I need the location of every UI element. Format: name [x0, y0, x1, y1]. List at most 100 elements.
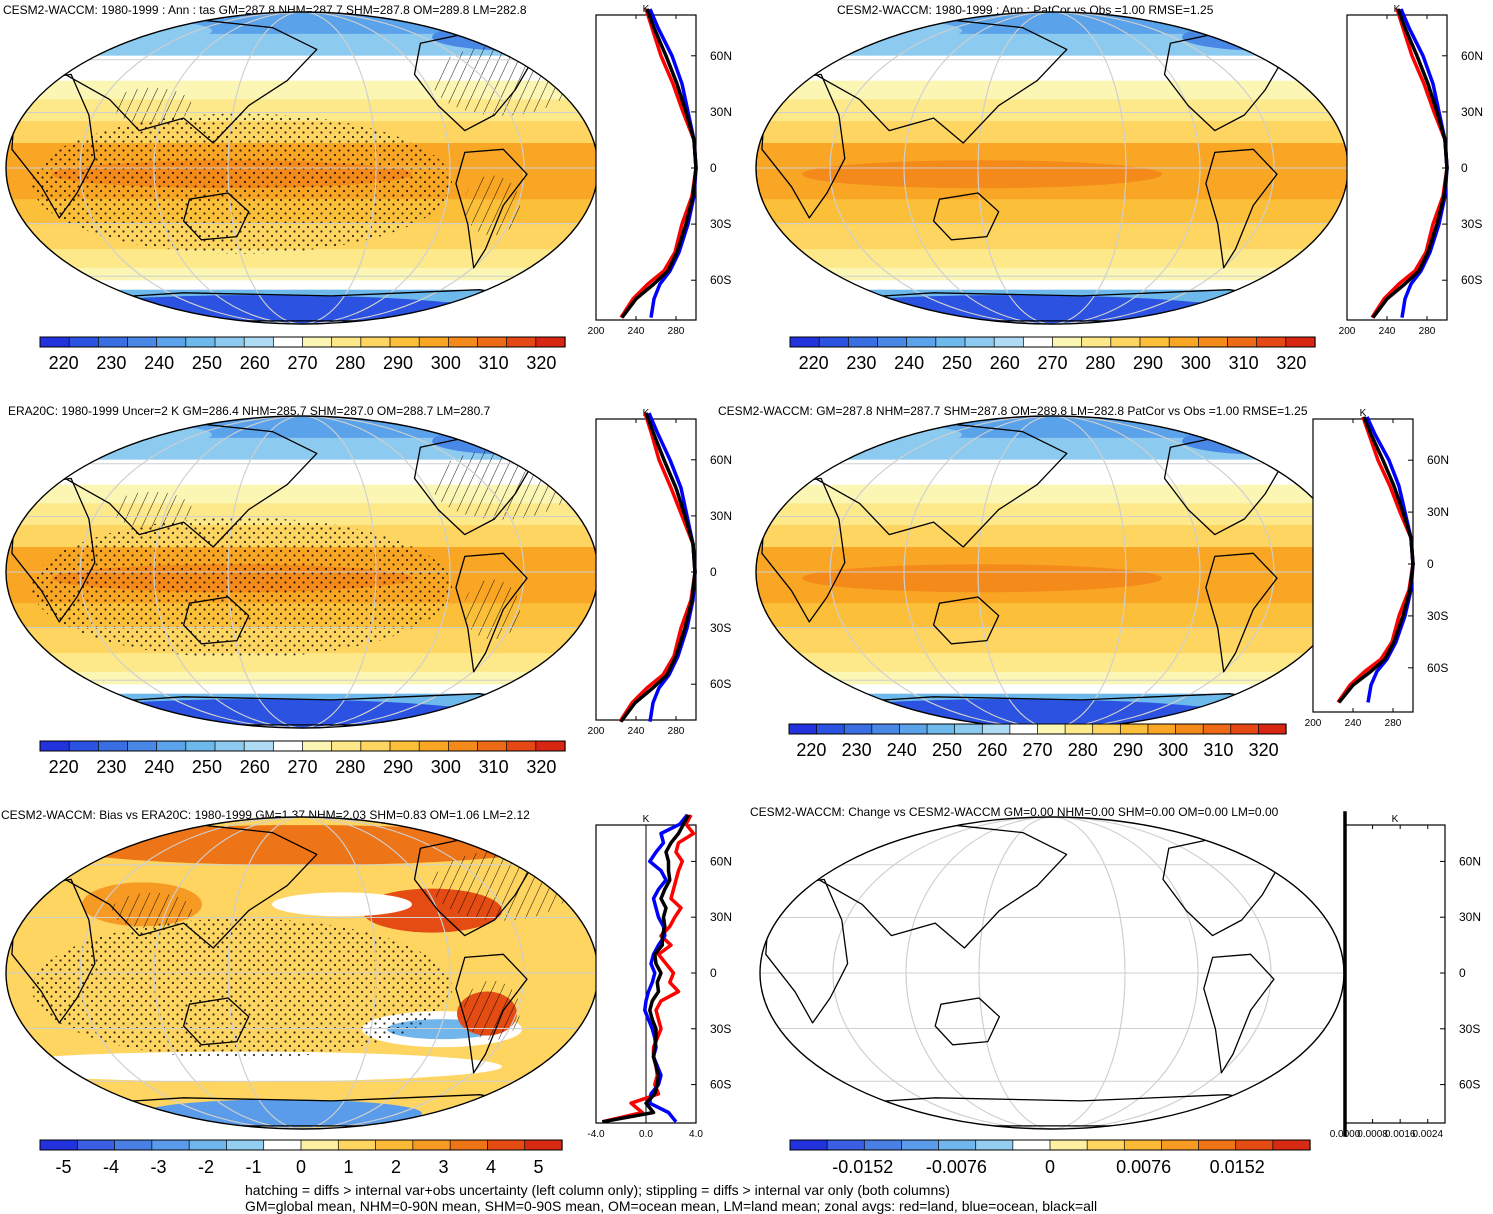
- colorbar-swatch: [1202, 723, 1232, 735]
- colorbar-swatch: [899, 723, 928, 735]
- meridian: [227, 817, 377, 1129]
- zonal-lat-label: 30S: [710, 621, 731, 635]
- zonal-plot-5: K 60N 30N 0 30S 60S -4.0 0.0 4.0: [587, 813, 732, 1140]
- colorbar-tick-label: 280: [335, 353, 365, 373]
- colorbar-tick-label: 270: [1037, 353, 1067, 373]
- colorbar-swatch: [449, 1139, 489, 1151]
- zonal-lat-label: 60S: [710, 273, 731, 287]
- meridian: [227, 12, 377, 324]
- colorbar-swatch: [272, 336, 304, 348]
- zonal-x-label: 240: [628, 326, 645, 337]
- colorbar-tick-label: 260: [977, 740, 1007, 760]
- colorbar-4: 220 230 240 250 260 270 280 290 300 310 320: [788, 723, 1287, 760]
- colorbar-swatch: [926, 723, 956, 735]
- colorbar-tick-label: -0.0152: [832, 1157, 893, 1177]
- hatching: [112, 892, 192, 929]
- colorbar-tick-label: 270: [1022, 740, 1052, 760]
- map-panel-5: [5, 816, 599, 1130]
- colorbar-frame: [788, 723, 1287, 735]
- colorbar-swatch: [1168, 336, 1199, 348]
- colorbar-swatch: [1052, 336, 1083, 348]
- coastline-south-america: [1203, 953, 1275, 1074]
- colorbar-swatch: [389, 336, 420, 348]
- zonal-lat-label: 0: [1461, 161, 1468, 175]
- temperature-band: [6, 249, 598, 269]
- zonal-series-all: [1371, 8, 1449, 319]
- meridian: [227, 416, 377, 728]
- colorbar-swatch: [1110, 336, 1141, 348]
- zonal-lat-label: 30S: [710, 217, 731, 231]
- stippling: [32, 918, 452, 1059]
- zonal-lat-label: 60N: [1427, 453, 1449, 467]
- colorbar-tick-label: 220: [49, 353, 79, 373]
- colorbar-swatch: [524, 1139, 563, 1151]
- colorbar-tick-label: 240: [144, 353, 174, 373]
- temperature-band: [756, 628, 1348, 654]
- coastline-south-america: [1205, 148, 1278, 269]
- zonal-x-label: 240: [1379, 326, 1396, 337]
- zonal-lat-label: 30N: [710, 509, 732, 523]
- colorbar-tick-label: -4: [103, 1157, 119, 1177]
- colorbar-swatch: [1175, 723, 1204, 735]
- panel-title-model-summary: CESM2-WACCM: GM=287.8 NHM=287.7 SHM=287.…: [718, 404, 1308, 418]
- colorbar-tick-label: 220: [796, 740, 826, 760]
- temperature-band: [756, 416, 1348, 439]
- colorbar-swatch: [1161, 1139, 1200, 1151]
- colorbar-tick-label: 240: [144, 757, 174, 777]
- zonal-series-all: [601, 814, 691, 1124]
- colorbar-swatch: [1285, 336, 1316, 348]
- zonal-lat-label: 60N: [1461, 49, 1483, 63]
- zonal-lat-label: 60S: [710, 1078, 731, 1092]
- colorbar-swatch: [847, 336, 879, 348]
- antarctic-cold: [32, 699, 492, 728]
- colorbar-tick-label: 320: [526, 353, 556, 373]
- zonal-lat-label: 30S: [1461, 217, 1482, 231]
- temperature-band: [756, 267, 1348, 281]
- warm-pool: [802, 160, 1162, 189]
- zonal-lat-label: 0: [710, 161, 717, 175]
- temperature-band: [756, 280, 1348, 291]
- meridian: [829, 12, 1275, 324]
- temperature-band: [6, 416, 598, 439]
- colorbar-tick-label: 4: [486, 1157, 496, 1177]
- colorbar-swatch: [1092, 723, 1121, 735]
- map-panel-6: [759, 816, 1345, 1130]
- colorbar-swatch: [535, 336, 566, 348]
- zonal-x-label: 0.0: [639, 1129, 653, 1140]
- coastline-south-america: [455, 148, 528, 269]
- meridian: [978, 817, 1126, 1129]
- meridian: [832, 817, 1272, 1129]
- colorbar-swatch: [1049, 1139, 1088, 1151]
- colorbar-tick-label: -1: [245, 1157, 261, 1177]
- colorbar-swatch: [1147, 723, 1177, 735]
- colorbar-swatch: [76, 1139, 116, 1151]
- warm-pool: [802, 564, 1162, 593]
- colorbar-swatch: [789, 1139, 828, 1151]
- zonal-frame: [595, 14, 697, 321]
- colorbar-swatch: [97, 336, 129, 348]
- colorbar-tick-label: -0.0076: [926, 1157, 987, 1177]
- colorbar-swatch: [302, 740, 333, 752]
- zonal-x-label: 200: [1339, 326, 1356, 337]
- footnote-line-2: GM=global mean, NHM=0-90N mean, SHM=0-90…: [245, 1198, 1098, 1214]
- colorbar-tick-label: 270: [287, 353, 317, 373]
- coastline-greenland: [1282, 23, 1314, 51]
- temperature-band: [6, 12, 598, 35]
- footnote-line-1: hatching = diffs > internal var+obs unce…: [245, 1182, 950, 1198]
- colorbar-swatch: [954, 723, 983, 735]
- colorbar-tick-label: 290: [1133, 353, 1163, 373]
- graticule: [760, 817, 1344, 1129]
- coastline-australia: [934, 997, 1001, 1046]
- meridian: [905, 817, 1199, 1129]
- colorbar-tick-label: 220: [799, 353, 829, 373]
- zonal-lat-label: 60N: [710, 49, 732, 63]
- colorbar-swatch: [226, 1139, 265, 1151]
- colorbar-swatch: [272, 740, 304, 752]
- panel-title-obs: ERA20C: 1980-1999 Uncer=2 K GM=286.4 NHM…: [8, 404, 491, 418]
- zonal-series-ocean: [643, 813, 689, 1123]
- zonal-x-label: 240: [628, 726, 645, 737]
- temperature-band: [756, 249, 1348, 269]
- colorbar-swatch: [127, 336, 158, 348]
